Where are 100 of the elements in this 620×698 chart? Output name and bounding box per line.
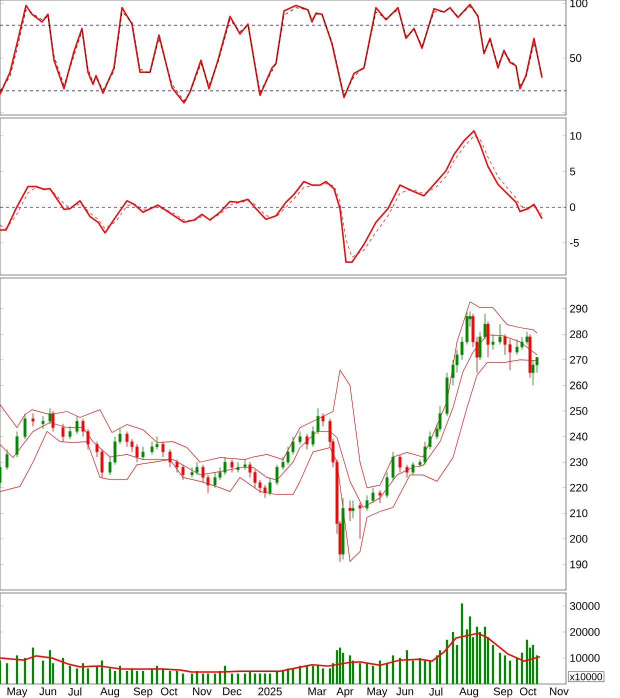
bar [176, 671, 178, 684]
y-tick-label: 260 [570, 382, 588, 390]
candlestick [68, 426, 72, 440]
bar [504, 655, 506, 684]
x-tick-label: Mar [308, 688, 326, 696]
y-tick-label: 50 [570, 54, 582, 62]
bar [316, 666, 320, 684]
candlestick [478, 331, 482, 360]
candlestick [32, 413, 34, 427]
y-tick-label: -5 [570, 239, 579, 247]
candlestick [532, 359, 534, 386]
candlestick [196, 462, 198, 476]
candlestick [118, 428, 122, 445]
bar [114, 671, 116, 684]
bar [126, 671, 128, 684]
candlestick [254, 469, 256, 488]
candlestick [298, 431, 302, 445]
candlestick [82, 418, 84, 437]
text: x10000 [570, 673, 602, 680]
candlestick [6, 448, 8, 470]
x-tick-label: Jun [39, 688, 56, 696]
y-tick-label: 190 [570, 560, 588, 568]
candlestick [62, 423, 64, 442]
candlestick [230, 459, 234, 473]
x-tick-label: Sep [134, 688, 152, 698]
bar [108, 668, 112, 684]
candlestick [108, 456, 112, 476]
candlestick [392, 452, 394, 480]
bar [86, 668, 90, 684]
bar [268, 674, 272, 684]
bar [76, 668, 78, 684]
bar [42, 660, 44, 684]
bar [258, 674, 262, 684]
bar [230, 674, 234, 684]
candlestick [268, 477, 272, 496]
y-tick-label: 20000 [570, 628, 600, 636]
bar [202, 674, 204, 684]
candlestick [526, 331, 528, 345]
x-tick-label: May [8, 688, 28, 698]
candlestick [126, 431, 128, 448]
y-tick-label: 210 [570, 509, 588, 518]
x-tick-label: Jun [396, 688, 414, 696]
bar [244, 674, 246, 684]
candlestick [492, 334, 494, 350]
x-tick-label: Jul [429, 688, 442, 696]
candlestick [258, 480, 262, 494]
bar [190, 674, 194, 684]
candlestick [42, 416, 44, 430]
bar [168, 671, 172, 684]
y-tick-label: 10 [570, 132, 582, 140]
x-tick-label: Aug [459, 688, 478, 698]
candlestick [100, 448, 104, 478]
y-tick-label: 0 [570, 203, 576, 212]
candlestick [130, 438, 134, 452]
candlestick [162, 441, 164, 458]
candlestick [264, 484, 266, 498]
candlestick [114, 436, 116, 466]
bar [412, 660, 414, 684]
candlestick [218, 466, 222, 480]
candlestick [136, 444, 138, 462]
candlestick [316, 408, 320, 434]
candlestick [460, 336, 464, 360]
candlestick [516, 339, 518, 356]
bar [136, 671, 138, 684]
candlestick [244, 459, 246, 470]
y-tick-label: 290 [570, 304, 588, 313]
candlestick [52, 410, 54, 432]
bar [214, 674, 216, 684]
candlestick [76, 416, 78, 434]
x-tick-label: Dec [223, 688, 242, 696]
candlestick [398, 454, 402, 473]
x-tick-label: Aug [100, 688, 120, 698]
y-tick-label: 5 [570, 168, 576, 176]
candlestick [406, 464, 408, 478]
bar [492, 645, 494, 684]
candlestick [352, 500, 354, 519]
x-tick-label: 2025 [258, 688, 282, 696]
x-tick-label: Nov [193, 688, 212, 696]
candlestick [48, 408, 52, 424]
candlestick [484, 313, 486, 340]
bar [236, 674, 240, 684]
y-tick-label: 250 [570, 407, 588, 415]
x-tick-label: May [368, 688, 388, 698]
bar [264, 674, 266, 684]
candlestick [412, 462, 414, 476]
candlestick [142, 446, 144, 460]
x-tick-label: Oct [520, 688, 536, 696]
candlestick [248, 462, 252, 478]
x-tick-label: Oct [160, 688, 178, 696]
line-series [0, 301, 538, 488]
candlestick [424, 441, 426, 466]
bar [254, 674, 256, 684]
bar [322, 668, 324, 684]
candlestick [176, 459, 178, 473]
candlestick [322, 413, 324, 427]
candlestick [236, 462, 240, 473]
x-tick-label: Sep [494, 688, 512, 698]
candlestick [190, 466, 194, 478]
candlestick [150, 441, 154, 455]
bar [424, 660, 426, 684]
